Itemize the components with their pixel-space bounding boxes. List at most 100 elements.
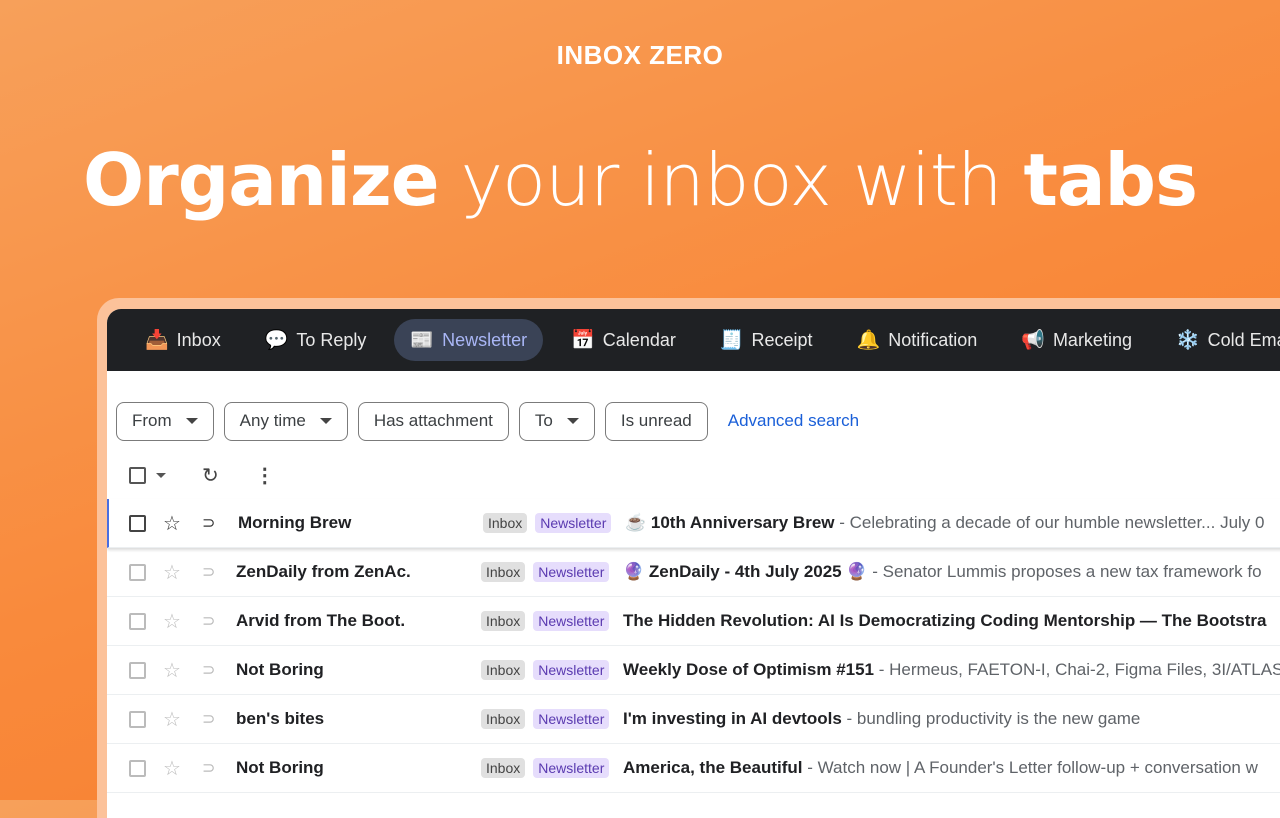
label-inbox[interactable]: Inbox <box>481 709 526 729</box>
select-all-checkbox[interactable] <box>129 466 146 484</box>
importance-icon[interactable]: ⊃ <box>202 515 216 532</box>
email-row[interactable]: ☆ ⊃ ben's bites Inbox Newsletter I'm inve… <box>107 695 1280 744</box>
row-checkbox[interactable] <box>129 514 146 532</box>
sender: ben's bites <box>236 709 325 728</box>
sender: Not Boring <box>236 660 324 679</box>
subject: ☕ 10th Anniversary Brew <box>625 513 835 532</box>
label-newsletter[interactable]: Newsletter <box>533 660 610 680</box>
snippet: - Watch now | A Founder's Letter follow-… <box>802 758 1258 777</box>
email-row[interactable]: ☆ ⊃ Not Boring Inbox Newsletter Weekly Do… <box>107 646 1280 695</box>
star-icon[interactable]: ☆ <box>163 659 181 682</box>
label-inbox[interactable]: Inbox <box>481 562 526 582</box>
label-inbox[interactable]: Inbox <box>481 660 526 680</box>
tab-calendar[interactable]: 📅 Calendar <box>555 319 692 361</box>
tab-newsletter[interactable]: 📰 Newsletter <box>394 319 544 361</box>
email-row[interactable]: ☆ ⊃ Not Boring Inbox Newsletter America, … <box>107 744 1280 793</box>
filter-any-time[interactable]: Any time <box>223 401 348 441</box>
sender: ZenDaily from ZenAc. <box>236 562 411 581</box>
sender: Not Boring <box>236 758 324 777</box>
label-newsletter[interactable]: Newsletter <box>535 513 612 533</box>
subject-line: ☕ 10th Anniversary Brew - Celebrating a … <box>625 513 1264 533</box>
tab-bar: 📥 Inbox 💬 To Reply 📰 Newsletter 📅 Calendar 🧾 Rece… <box>107 309 1280 371</box>
filter-label: To <box>534 411 553 430</box>
tab-icon: 📥 <box>145 330 169 351</box>
importance-icon[interactable]: ⊃ <box>202 564 216 581</box>
filter-is-unread[interactable]: Is unread <box>604 401 708 441</box>
filter-bar: From Any time Has attachment To Is unread Adv… <box>107 371 1280 451</box>
tab-to-reply[interactable]: 💬 To Reply <box>249 319 383 361</box>
subject: The Hidden Revolution: AI Is Democratizi… <box>623 611 1267 630</box>
tab-icon: 💬 <box>264 330 289 351</box>
list-toolbar: ↻ ⋮ <box>107 451 1280 499</box>
tab-icon: 🧾 <box>719 330 744 351</box>
select-dropdown-icon[interactable] <box>156 472 166 478</box>
importance-icon[interactable]: ⊃ <box>202 760 216 777</box>
star-icon[interactable]: ☆ <box>163 708 181 731</box>
labels: Inbox Newsletter <box>481 758 610 778</box>
row-checkbox[interactable] <box>129 612 146 630</box>
snippet: - Hermeus, FAETON-I, Chai-2, Figma Files… <box>874 660 1280 679</box>
star-icon[interactable]: ☆ <box>163 561 181 584</box>
tab-receipt[interactable]: 🧾 Receipt <box>704 319 829 361</box>
filter-label: Has attachment <box>373 411 493 430</box>
label-inbox[interactable]: Inbox <box>483 513 528 533</box>
label-inbox[interactable]: Inbox <box>481 611 526 631</box>
snippet: - bundling productivity is the new game <box>841 709 1141 728</box>
headline-strong-1: Organize <box>83 138 440 222</box>
subject: Weekly Dose of Optimism #151 <box>623 660 875 679</box>
labels: Inbox Newsletter <box>483 513 612 533</box>
filter-label: From <box>132 411 172 430</box>
labels: Inbox Newsletter <box>481 660 610 680</box>
sender: Arvid from The Boot. <box>236 611 406 630</box>
subject-line: Weekly Dose of Optimism #151 - Hermeus, … <box>623 660 1280 680</box>
tab-icon: ❄️ <box>1175 330 1200 351</box>
sender: Morning Brew <box>238 513 352 532</box>
importance-icon[interactable]: ⊃ <box>202 613 216 630</box>
filter-from[interactable]: From <box>116 401 214 441</box>
tab-marketing[interactable]: 📢 Marketing <box>1005 319 1148 361</box>
tab-label: Inbox <box>176 329 221 350</box>
email-row[interactable]: ☆ ⊃ Morning Brew Inbox Newsletter ☕ 10th … <box>107 499 1280 548</box>
label-newsletter[interactable]: Newsletter <box>533 709 610 729</box>
importance-icon[interactable]: ⊃ <box>202 662 216 679</box>
labels: Inbox Newsletter <box>481 562 610 582</box>
filter-label: Any time <box>239 411 306 430</box>
subject: I'm investing in AI devtools <box>623 709 842 728</box>
subject: 🔮 ZenDaily - 4th July 2025 🔮 <box>623 562 868 581</box>
row-checkbox[interactable] <box>129 563 146 581</box>
tab-label: Notification <box>888 329 978 350</box>
filter-label: Is unread <box>620 411 692 430</box>
label-newsletter[interactable]: Newsletter <box>533 611 610 631</box>
row-checkbox[interactable] <box>129 710 146 728</box>
filter-has-attachment[interactable]: Has attachment <box>357 401 509 441</box>
tab-label: Marketing <box>1052 329 1132 350</box>
row-checkbox[interactable] <box>129 661 146 679</box>
star-icon[interactable]: ☆ <box>163 610 181 633</box>
tab-cold-email[interactable]: ❄️ Cold Email <box>1160 319 1280 361</box>
brand-logo: INBOX ZERO <box>556 40 724 70</box>
labels: Inbox Newsletter <box>481 709 610 729</box>
filter-to[interactable]: To <box>518 401 595 441</box>
tab-label: Cold Email <box>1207 329 1280 350</box>
label-newsletter[interactable]: Newsletter <box>533 562 610 582</box>
tab-notification[interactable]: 🔔 Notification <box>841 319 994 361</box>
tab-inbox[interactable]: 📥 Inbox <box>129 319 237 361</box>
advanced-search-link[interactable]: Advanced search <box>727 411 860 430</box>
row-checkbox[interactable] <box>129 759 146 777</box>
subject-line: I'm investing in AI devtools - bundling … <box>623 709 1140 729</box>
chevron-down-icon <box>185 418 198 424</box>
more-options-icon[interactable]: ⋮ <box>254 464 275 487</box>
tab-label: Calendar <box>602 329 676 350</box>
email-row[interactable]: ☆ ⊃ Arvid from The Boot. Inbox Newsletter… <box>107 597 1280 646</box>
email-row[interactable]: ☆ ⊃ ZenDaily from ZenAc. Inbox Newsletter… <box>107 548 1280 597</box>
headline-middle: your inbox with <box>438 138 1024 222</box>
refresh-icon[interactable]: ↻ <box>202 464 219 487</box>
snippet: - Senator Lummis proposes a new tax fram… <box>867 562 1262 581</box>
label-inbox[interactable]: Inbox <box>481 758 526 778</box>
tab-icon: 🔔 <box>856 330 881 351</box>
star-icon[interactable]: ☆ <box>163 512 181 535</box>
importance-icon[interactable]: ⊃ <box>202 711 216 728</box>
labels: Inbox Newsletter <box>481 611 610 631</box>
label-newsletter[interactable]: Newsletter <box>533 758 610 778</box>
star-icon[interactable]: ☆ <box>163 757 181 780</box>
